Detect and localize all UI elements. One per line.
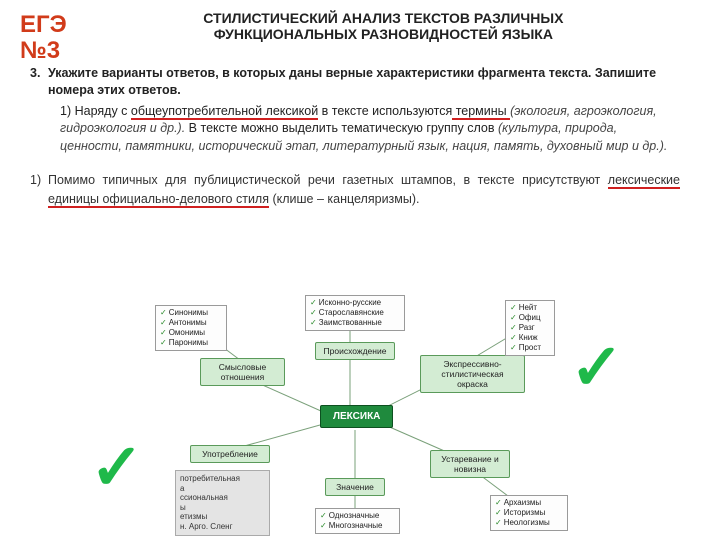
box-synonyms: Синонимы Антонимы Омонимы Паронимы <box>155 305 227 351</box>
lexicon-diagram: ЛЕКСИКА Смысловые отношения Происхождени… <box>120 300 600 530</box>
li-style-4: Прост <box>510 343 550 353</box>
option-2: 1) Помимо типичных для публицистической … <box>0 155 720 210</box>
opt2-p2b: (клише – канцеляризмы). <box>269 192 420 206</box>
box-origin: Исконно-русские Старославянские Заимство… <box>305 295 405 331</box>
title-line2: ФУНКЦИОНАЛЬНЫХ РАЗНОВИДНОСТЕЙ ЯЗЫКА <box>67 26 700 42</box>
li-grey-0: потребительная <box>180 474 265 484</box>
li-arch-1: Историзмы <box>495 508 563 518</box>
box-grey-usage: потребительная а ссиональная ы етизмы н.… <box>175 470 270 536</box>
node-smysl: Смысловые отношения <box>200 358 285 386</box>
title-line1: СТИЛИСТИЧЕСКИЙ АНАЛИЗ ТЕКСТОВ РАЗЛИЧНЫХ <box>67 10 700 26</box>
li-style-0: Нейт <box>510 303 550 313</box>
node-expr: Экспрессивно-стилистическая окраска <box>420 355 525 393</box>
question-prompt: Укажите варианты ответов, в которых даны… <box>48 66 656 97</box>
node-ustar: Устаревание и новизна <box>430 450 510 478</box>
checkmark-left-icon: ✓ <box>90 430 144 505</box>
opt1-p1b: в тексте используются <box>318 104 452 118</box>
li-zn-0: Однозначные <box>320 511 395 521</box>
box-style: Нейт Офиц Разг Книж Прост <box>505 300 555 356</box>
li-orig-2: Заимствованные <box>310 318 400 328</box>
li-arch-0: Архаизмы <box>495 498 563 508</box>
page-title: СТИЛИСТИЧЕСКИЙ АНАЛИЗ ТЕКСТОВ РАЗЛИЧНЫХ … <box>67 6 700 42</box>
li-style-3: Книж <box>510 333 550 343</box>
opt2-p2a: Помимо типичных для публицистической реч… <box>48 173 608 187</box>
li-style-2: Разг <box>510 323 550 333</box>
li-grey-5: н. Арго. Сленг <box>180 522 265 532</box>
li-grey-3: ы <box>180 503 265 513</box>
li-style-1: Офиц <box>510 313 550 323</box>
li-orig-1: Старославянские <box>310 308 400 318</box>
li-syn-1: Антонимы <box>160 318 222 328</box>
li-orig-0: Исконно-русские <box>310 298 400 308</box>
li-grey-2: ссиональная <box>180 493 265 503</box>
li-zn-1: Многозначные <box>320 521 395 531</box>
option-1: 1) Наряду с общеупотребительной лексикой… <box>0 99 720 156</box>
ege-badge: ЕГЭ №3 <box>20 6 67 65</box>
opt1-num: 1) <box>60 104 71 118</box>
opt1-p1a: Наряду с <box>75 104 131 118</box>
node-center: ЛЕКСИКА <box>320 405 393 428</box>
ege-line2: №3 <box>20 38 67 64</box>
li-syn-2: Омонимы <box>160 328 222 338</box>
li-syn-3: Паронимы <box>160 338 222 348</box>
box-meaning: Однозначные Многозначные <box>315 508 400 534</box>
opt1-p1c: В тексте можно выделить тематическую гру… <box>189 121 498 135</box>
li-syn-0: Синонимы <box>160 308 222 318</box>
question-number: 3. <box>30 65 40 82</box>
li-arch-2: Неологизмы <box>495 518 563 528</box>
node-znach: Значение <box>325 478 385 496</box>
box-archaisms: Архаизмы Историзмы Неологизмы <box>490 495 568 531</box>
li-grey-4: етизмы <box>180 512 265 522</box>
ege-line1: ЕГЭ <box>20 12 67 38</box>
node-upotr: Употребление <box>190 445 270 463</box>
checkmark-right-icon: ✓ <box>570 330 624 405</box>
opt1-u1: общеупотребительной лексикой <box>131 104 318 120</box>
opt1-u2: термины <box>452 104 510 120</box>
li-grey-1: а <box>180 484 265 494</box>
opt2-num: 1) <box>30 171 41 190</box>
node-proish: Происхождение <box>315 342 395 360</box>
question-block: 3. Укажите варианты ответов, в которых д… <box>0 65 720 99</box>
